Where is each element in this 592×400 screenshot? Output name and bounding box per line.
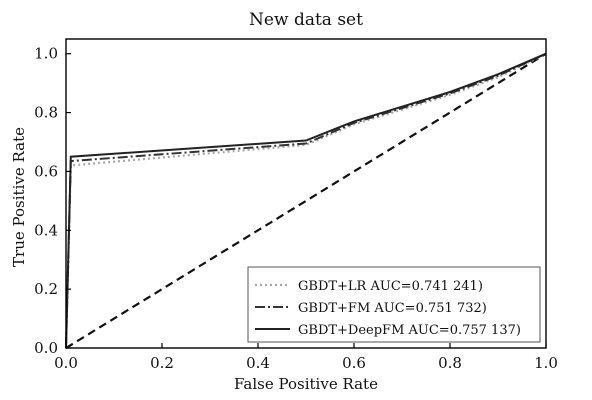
- legend-label-1: GBDT+LR AUC=0.741 241): [298, 279, 483, 294]
- y-tick-label: 0.0: [34, 339, 58, 357]
- y-tick-label: 1.0: [34, 45, 58, 63]
- plot-area: [64, 52, 547, 349]
- plot-frame: [65, 38, 547, 349]
- legend-label-3: GBDT+DeepFM AUC=0.757 137): [298, 323, 521, 338]
- y-tick-label: 0.8: [34, 104, 58, 122]
- series-line-1: [64, 52, 547, 349]
- x-tick-label: 0.2: [150, 354, 174, 372]
- x-axis-label: False Positive Rate: [234, 375, 378, 393]
- x-tick-label: 0.8: [438, 354, 462, 372]
- legend-label-2: GBDT+FM AUC=0.751 732): [298, 301, 487, 316]
- axis-ticks: 0.0 0.2 0.4 0.6 0.8 1.0 0.0 0.2 0.4 0.6 0.8 1.0: [34, 45, 558, 372]
- x-tick-label: 1.0: [534, 354, 558, 372]
- series-line-3: [65, 52, 547, 349]
- chart-title: New data set: [249, 10, 363, 30]
- x-tick-label: 0.6: [342, 354, 366, 372]
- y-tick-label: 0.4: [34, 221, 58, 239]
- x-tick-label: 0.4: [246, 354, 270, 372]
- y-axis-label: True Positive Rate: [10, 127, 28, 267]
- y-tick-label: 0.2: [34, 280, 58, 298]
- legend: GBDT+LR AUC=0.741 241) GBDT+FM AUC=0.751 …: [247, 266, 541, 343]
- x-tick-label: 0.0: [54, 354, 78, 372]
- legend-box: [247, 266, 541, 343]
- reference-diagonal-line: [65, 52, 547, 349]
- y-tick-label: 0.6: [34, 162, 58, 180]
